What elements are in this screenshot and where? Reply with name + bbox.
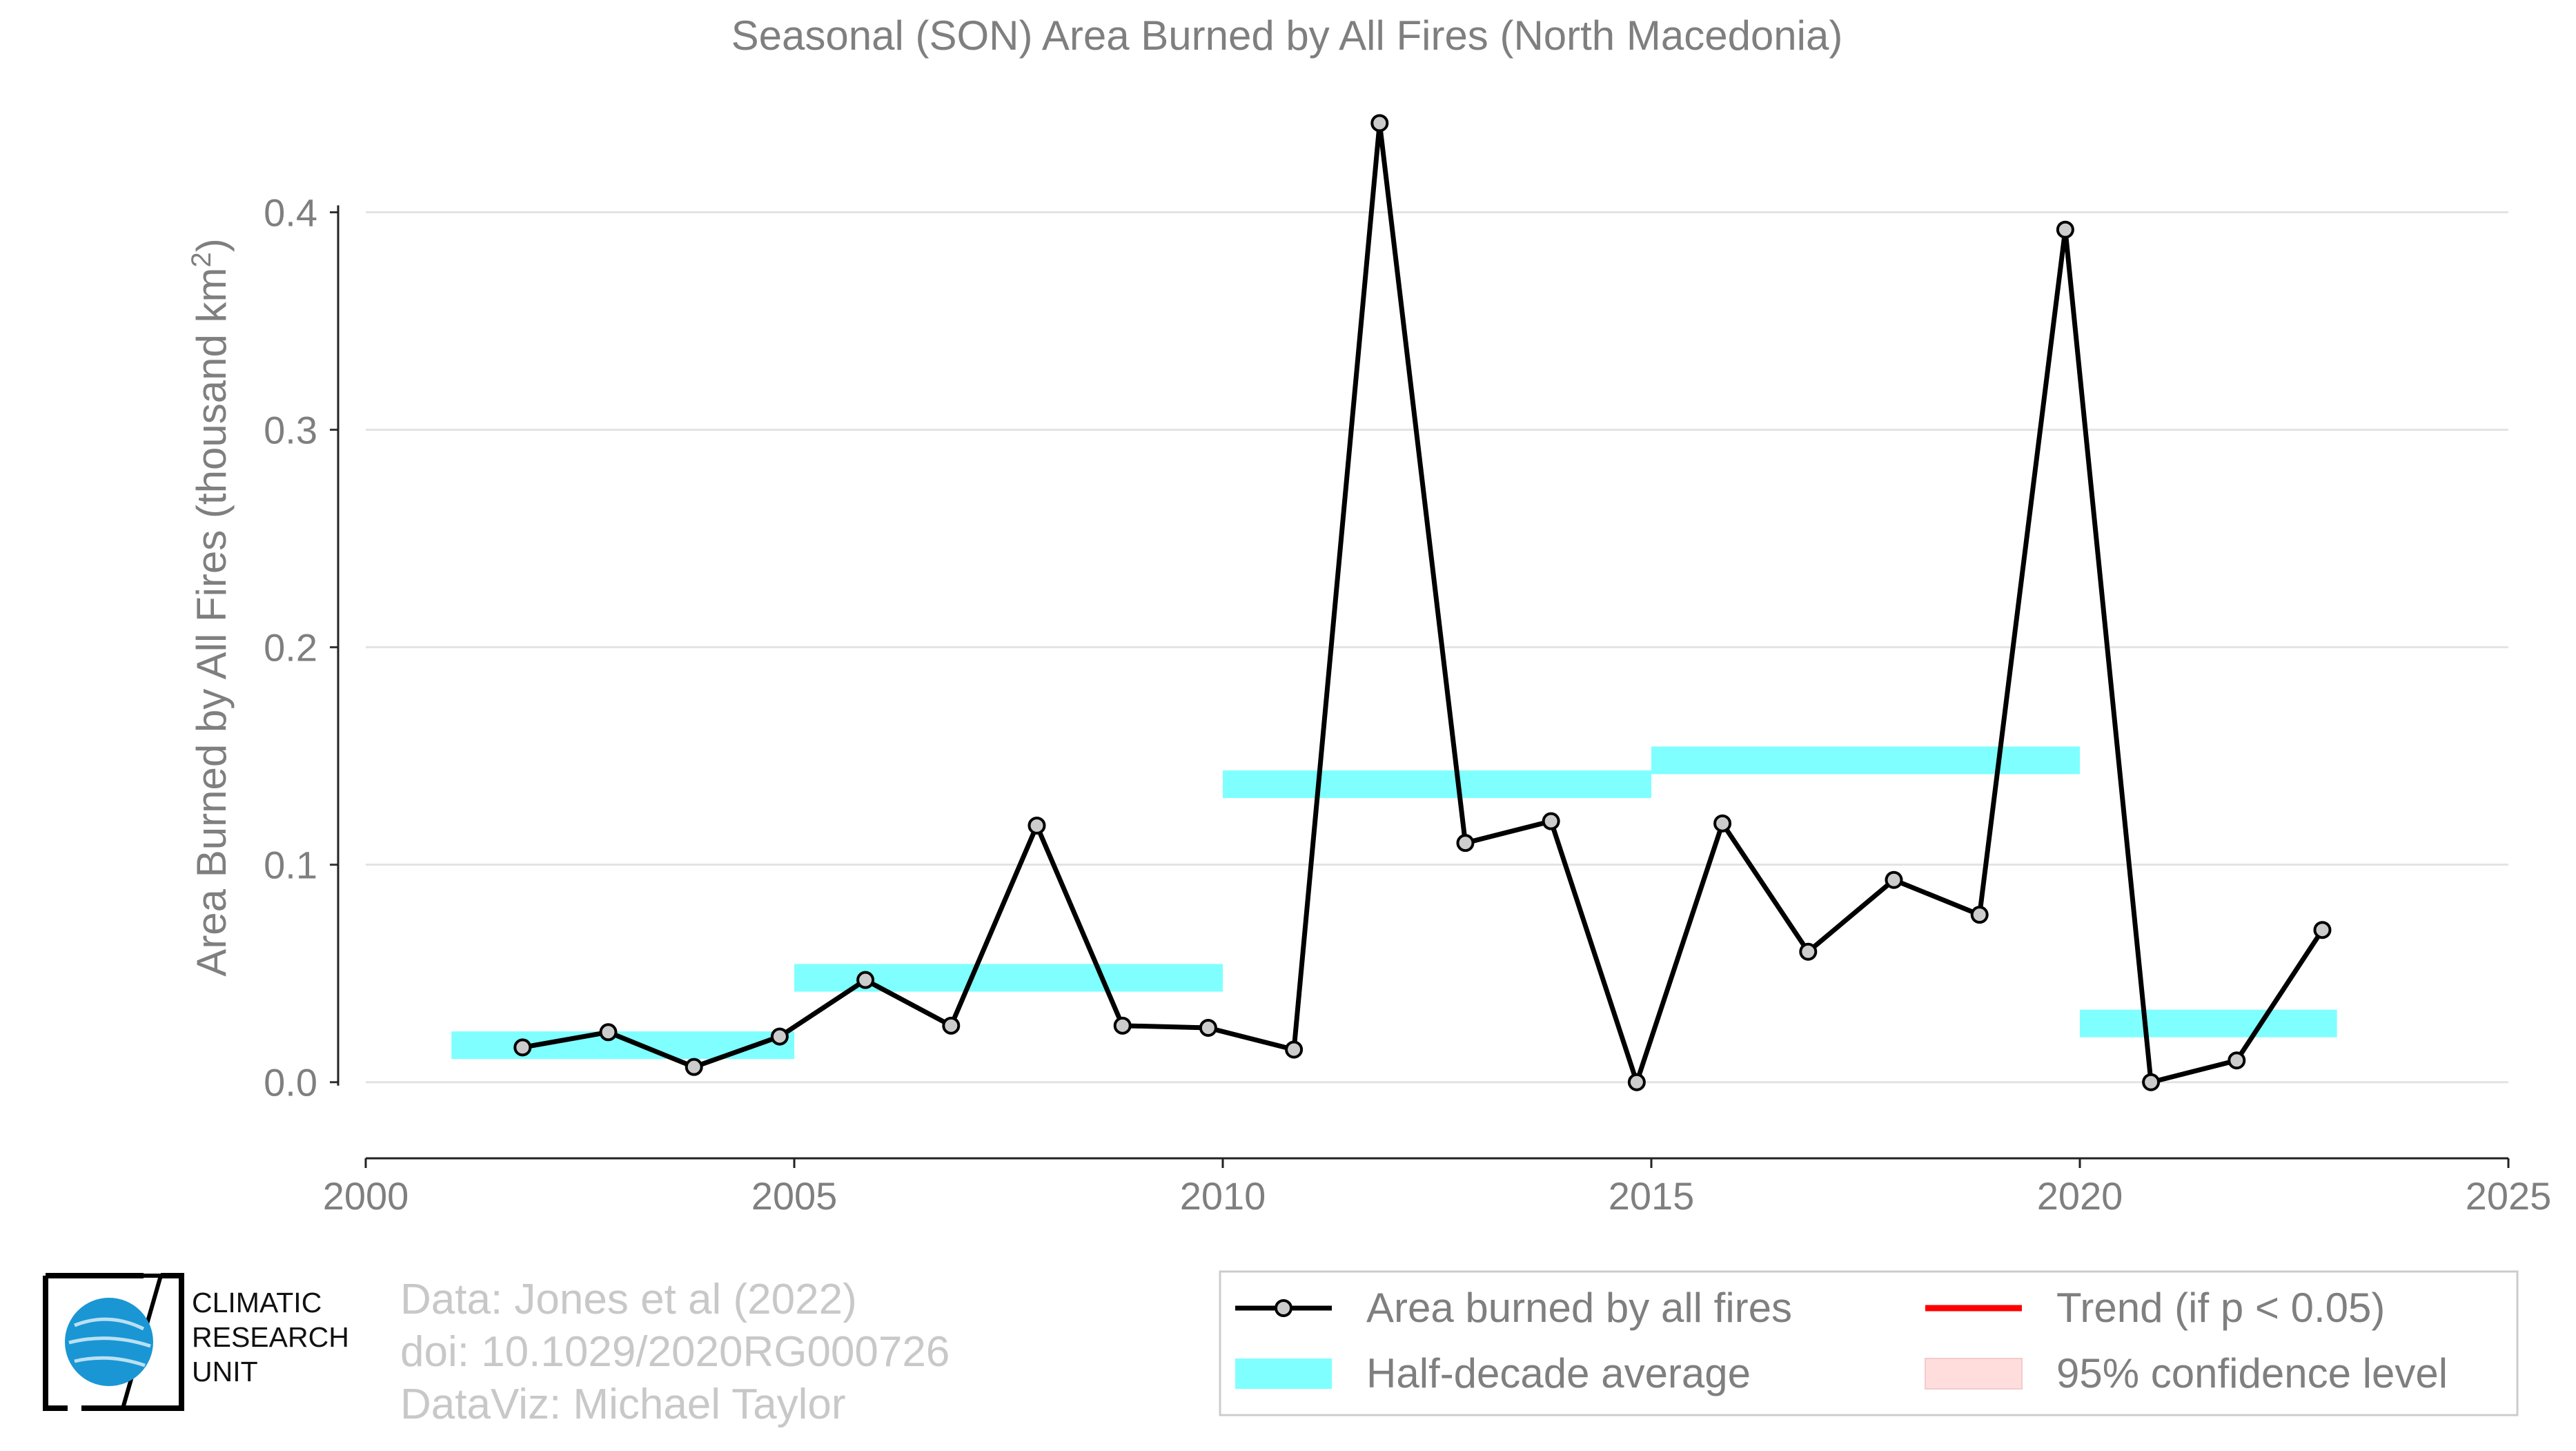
data-point [942,1016,961,1035]
data-point [2228,1051,2246,1070]
x-tick-label: 2010 [1180,1174,1266,1218]
data-point [2056,220,2074,239]
legend-box [1219,1270,2519,1416]
legend: Area burned by all fires Trend (if p < 0.… [1219,1270,2519,1416]
data-point [1370,114,1389,133]
data-point [1199,1018,1217,1037]
legend-swatch-band [1235,1359,1332,1389]
grid-lines [366,211,2508,1084]
y-tick-label: 0.0 [264,1061,317,1104]
credit-data-source: Data: Jones et al (2022) [400,1276,857,1323]
x-tick-label: 2005 [751,1174,838,1218]
data-point [1885,870,1903,889]
legend-label: Half-decade average [1366,1350,1751,1396]
half-decade-bar-4 [2080,1009,2337,1038]
series-layer [513,114,2332,1091]
axes: 0.0 0.1 0.2 0.3 0.4 2000 2005 2010 2015 2020 2025 [264,191,2551,1218]
data-point [770,1027,789,1046]
credit-dataviz: DataViz: Michael Taylor [400,1381,846,1428]
chart-title: Seasonal (SON) Area Burned by All Fires … [731,12,1843,59]
logo-text: CLIMATIC RESEARCH UNIT [192,1285,349,1389]
y-tick-label: 0.4 [264,191,317,235]
legend-label: Area burned by all fires [1366,1285,1792,1331]
data-point [1285,1040,1304,1059]
logo-line-1: CLIMATIC [192,1287,322,1318]
legend-label: 95% confidence level [2056,1350,2448,1396]
y-tick-label: 0.3 [264,409,317,452]
data-point [1627,1073,1646,1091]
y-tick-label: 0.2 [264,626,317,670]
y-axis-label: Area Burned by All Fires (thousand km2) [186,238,235,976]
data-point [513,1038,532,1057]
data-point [1970,906,1989,924]
y-tick-label: 0.1 [264,844,317,887]
data-point [1542,812,1560,830]
data-point [2142,1073,2161,1091]
half-decade-bands [451,746,2337,1060]
globe-logo-icon [43,1273,184,1411]
half-decade-bar-3 [1651,746,2080,775]
credit-doi: doi: 10.1029/2020RG000726 [400,1328,950,1376]
x-tick-label: 2015 [1609,1174,1695,1218]
data-point [685,1058,703,1076]
cru-logo: CLIMATIC RESEARCH UNIT [40,1270,385,1415]
legend-swatch-marker [1275,1299,1292,1317]
data-point [1028,816,1046,835]
x-tick-label: 2020 [2037,1174,2123,1218]
data-point [1799,942,1818,961]
legend-label: Trend (if p < 0.05) [2056,1285,2385,1331]
x-tick-label: 2000 [323,1174,409,1218]
data-point [1456,834,1475,853]
logo-line-3: UNIT [192,1356,258,1387]
data-point [599,1023,618,1042]
data-point [1713,814,1732,832]
legend-swatch-band [1925,1358,2023,1390]
half-decade-bar-2 [1223,770,1651,799]
series-line [522,120,2325,1085]
data-point [2313,921,2332,939]
data-point [856,971,875,989]
x-tick-label: 2025 [2466,1174,2552,1218]
logo-line-2: RESEARCH [192,1321,349,1353]
data-point [1113,1016,1132,1035]
data-credits: Data: Jones et al (2022) doi: 10.1029/20… [400,1274,950,1431]
